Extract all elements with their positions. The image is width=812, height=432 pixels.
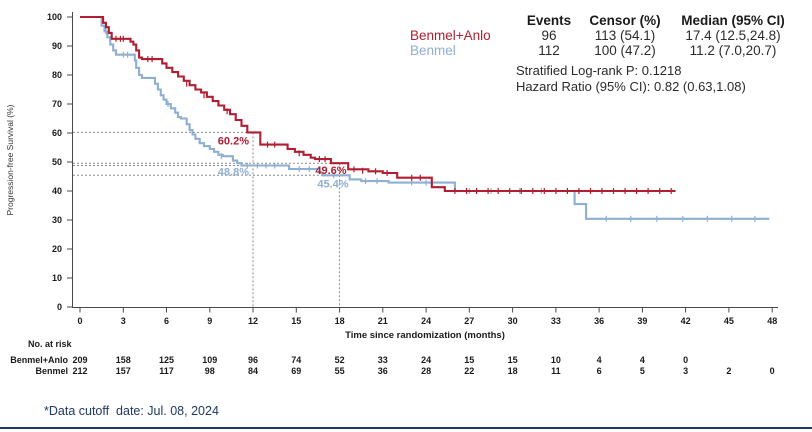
risk-count: 18 bbox=[507, 366, 518, 376]
stats-header-events: Events bbox=[526, 13, 572, 28]
risk-count: 3 bbox=[683, 366, 689, 376]
y-tick-label: 70 bbox=[52, 99, 62, 109]
stat-events-benmel-anlo: 96 bbox=[541, 28, 557, 43]
risk-count: 96 bbox=[247, 355, 258, 365]
y-tick-label: 60 bbox=[52, 128, 62, 138]
stat-events-benmel: 112 bbox=[538, 43, 560, 58]
x-tick-label: 48 bbox=[767, 316, 777, 326]
risk-count: 33 bbox=[377, 355, 388, 365]
x-tick-label: 21 bbox=[378, 316, 388, 326]
y-tick-label: 20 bbox=[52, 244, 62, 254]
x-tick-label: 9 bbox=[207, 316, 212, 326]
y-tick-label: 40 bbox=[52, 186, 62, 196]
x-tick-label: 18 bbox=[335, 316, 345, 326]
x-tick-label: 15 bbox=[291, 316, 301, 326]
annotation-45-4pct: 45.4% bbox=[317, 178, 348, 190]
x-tick-label: 6 bbox=[164, 316, 169, 326]
annotation-48-8pct: 48.8% bbox=[218, 167, 249, 179]
bottom-rule bbox=[0, 427, 812, 429]
footer-note: *Data cutoff date: Jul. 08, 2024 bbox=[44, 404, 219, 418]
x-tick-label: 0 bbox=[77, 316, 82, 326]
risk-count: 11 bbox=[551, 366, 561, 376]
risk-count: 0 bbox=[769, 366, 775, 376]
y-tick-label: 100 bbox=[47, 12, 62, 22]
legend-label-benmel-anlo: Benmel+Anlo bbox=[410, 28, 491, 43]
y-tick-label: 50 bbox=[52, 157, 62, 167]
x-tick-label: 12 bbox=[248, 316, 258, 326]
stat-censor-benmel-anlo: 113 (54.1) bbox=[594, 28, 656, 43]
risk-count: 24 bbox=[421, 355, 432, 365]
risk-count: 10 bbox=[550, 355, 561, 365]
stat-median-benmel-anlo: 17.4 (12.5,24.8) bbox=[685, 28, 781, 43]
y-tick-label: 0 bbox=[57, 302, 62, 312]
annotation-49-6pct: 49.6% bbox=[315, 165, 346, 177]
risk-count: 4 bbox=[596, 355, 602, 365]
risk-count: 5 bbox=[639, 366, 645, 376]
x-tick-label: 33 bbox=[551, 316, 561, 326]
risk-table-title: No. at risk bbox=[28, 339, 72, 349]
risk-count: 15 bbox=[464, 355, 475, 365]
hazard-ratio-text: Hazard Ratio (95% CI): 0.82 (0.63,1.08) bbox=[516, 79, 746, 94]
risk-row-label: Benmel bbox=[35, 366, 68, 376]
stats-header-median: Median (95% CI) bbox=[681, 13, 785, 28]
risk-count: 28 bbox=[421, 366, 432, 376]
risk-count: 98 bbox=[204, 366, 215, 376]
risk-count: 55 bbox=[334, 366, 345, 376]
risk-count: 69 bbox=[291, 366, 302, 376]
risk-row-label: Benmel+Anlo bbox=[10, 355, 68, 365]
x-tick-label: 39 bbox=[637, 316, 647, 326]
stat-median-benmel: 11.2 (7.0,20.7) bbox=[689, 43, 777, 58]
risk-count: 22 bbox=[464, 366, 475, 376]
x-axis-label: Time since randomization (months) bbox=[345, 330, 505, 341]
logrank-text: Stratified Log-rank P: 0.1218 bbox=[516, 63, 682, 78]
x-tick-label: 24 bbox=[421, 316, 431, 326]
risk-count: 212 bbox=[72, 366, 88, 376]
x-tick-label: 3 bbox=[121, 316, 126, 326]
risk-count: 0 bbox=[683, 355, 689, 365]
risk-count: 125 bbox=[158, 355, 175, 365]
x-tick-label: 30 bbox=[508, 316, 518, 326]
x-tick-label: 45 bbox=[724, 316, 734, 326]
x-tick-label: 36 bbox=[594, 316, 604, 326]
km-curve-benmel bbox=[80, 15, 770, 220]
risk-count: 158 bbox=[115, 355, 131, 365]
risk-count: 109 bbox=[202, 355, 218, 365]
risk-count: 209 bbox=[72, 355, 88, 365]
stat-censor-benmel: 100 (47.2) bbox=[594, 43, 656, 58]
risk-count: 74 bbox=[291, 355, 302, 365]
risk-count: 157 bbox=[115, 366, 131, 376]
x-tick-label: 42 bbox=[681, 316, 691, 326]
risk-count: 84 bbox=[247, 366, 258, 376]
y-tick-label: 90 bbox=[52, 41, 62, 51]
x-tick-label: 27 bbox=[464, 316, 474, 326]
y-axis-label: Progression-free Survival (%) bbox=[5, 104, 15, 216]
risk-count: 2 bbox=[726, 366, 732, 376]
risk-count: 52 bbox=[334, 355, 345, 365]
stats-header-censor: Censor (%) bbox=[589, 13, 661, 28]
y-tick-label: 10 bbox=[52, 273, 62, 283]
legend-label-benmel: Benmel bbox=[410, 43, 456, 58]
y-tick-label: 80 bbox=[52, 70, 62, 80]
risk-count: 6 bbox=[596, 366, 602, 376]
risk-count: 4 bbox=[639, 355, 645, 365]
annotation-60-2pct: 60.2% bbox=[218, 135, 249, 147]
risk-count: 15 bbox=[507, 355, 518, 365]
risk-count: 117 bbox=[159, 366, 174, 376]
km-curve-benmel-anlo bbox=[80, 15, 676, 193]
y-tick-label: 30 bbox=[52, 215, 62, 225]
risk-count: 36 bbox=[377, 366, 388, 376]
